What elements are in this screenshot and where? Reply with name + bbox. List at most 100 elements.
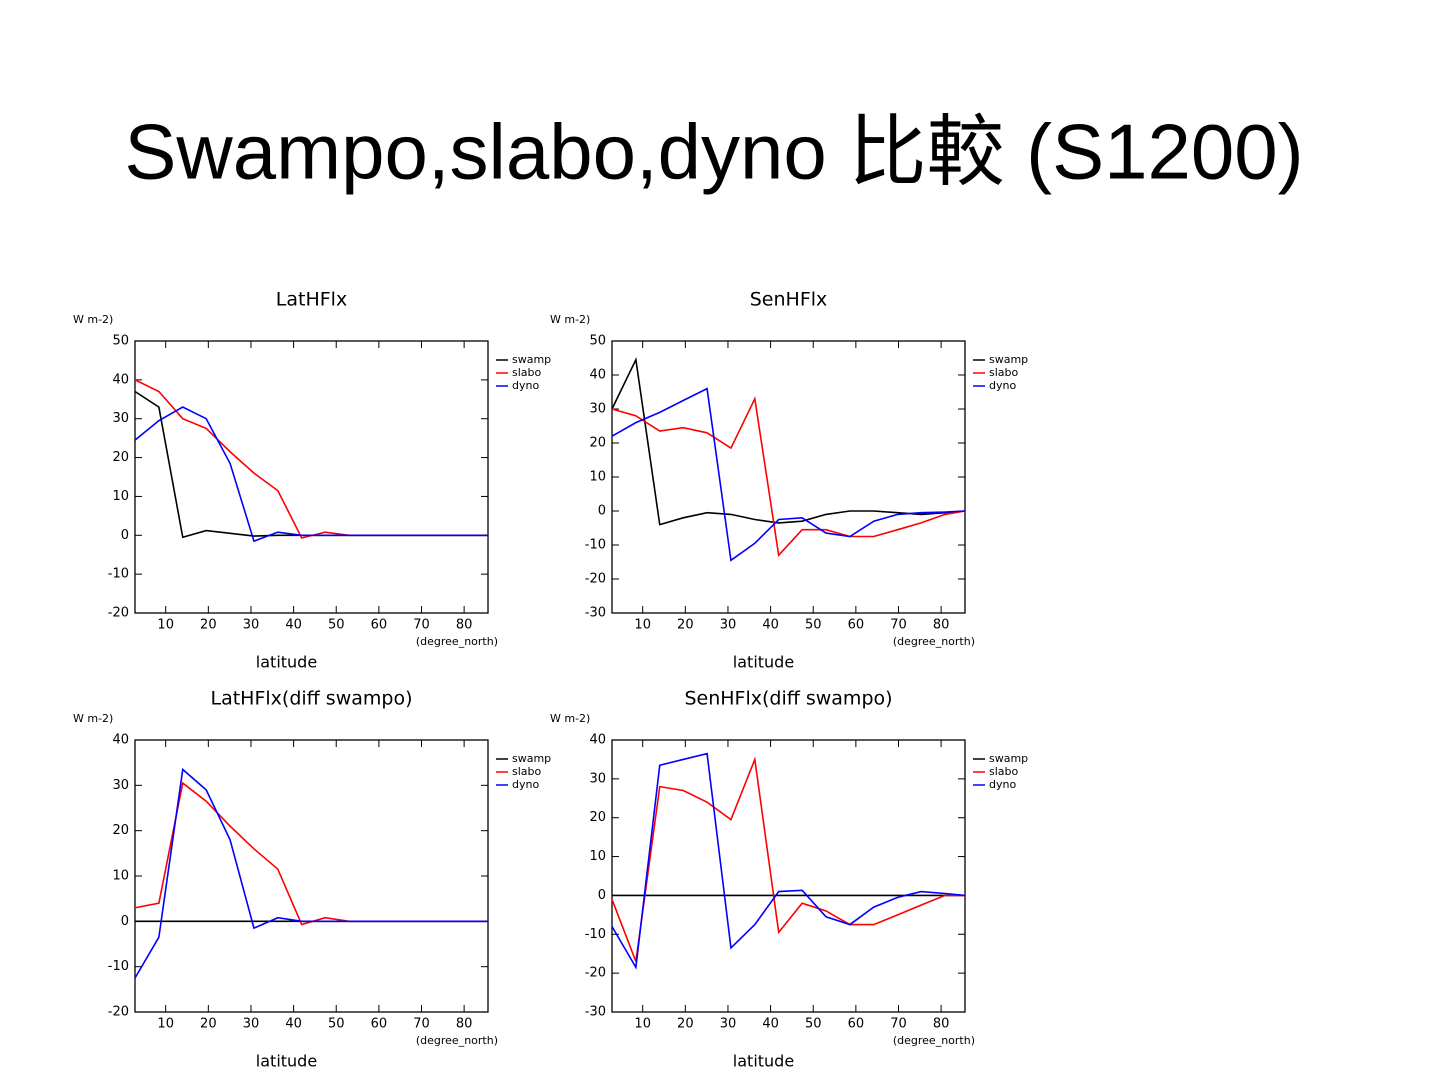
legend-label: slabo	[989, 366, 1019, 379]
x-tick-label: 20	[677, 1017, 694, 1032]
data-line	[611, 752, 966, 970]
x-tick-label: 10	[157, 1017, 174, 1032]
x-tick-label: 60	[848, 618, 865, 633]
x-tick-label: 80	[456, 1017, 473, 1032]
x-tick-label: 10	[634, 618, 651, 633]
y-tick-label: 40	[112, 372, 129, 387]
x-axis-unit: (degree_north)	[416, 1034, 498, 1047]
y-tick-label: 50	[589, 334, 606, 349]
y-tick-label: 20	[112, 823, 129, 838]
data-line	[611, 756, 965, 962]
x-tick-label: 30	[243, 618, 260, 633]
x-tick-label: 40	[285, 618, 302, 633]
y-tick-label: 40	[589, 368, 606, 383]
x-tick-label: 80	[933, 1017, 950, 1032]
x-tick-label: 60	[848, 1017, 865, 1032]
y-tick-label: 10	[589, 849, 606, 864]
x-axis-unit: (degree_north)	[893, 635, 975, 648]
legend-label: slabo	[512, 765, 542, 778]
y-tick-label: 20	[589, 436, 606, 451]
y-tick-label: -30	[585, 1005, 606, 1020]
y-axis-label: W m-2)	[73, 712, 113, 725]
legend-label: swamp	[512, 353, 551, 366]
x-tick-label: 10	[634, 1017, 651, 1032]
chart-title: LatHFlx	[276, 289, 347, 311]
y-tick-label: 30	[589, 771, 606, 786]
y-tick-label: 40	[589, 733, 606, 748]
y-tick-label: 20	[112, 450, 129, 465]
slide-title: Swampo,slabo,dyno 比較 (S1200)	[124, 108, 1303, 196]
x-tick-label: 70	[890, 618, 907, 633]
y-tick-label: -10	[108, 567, 129, 582]
y-tick-label: -20	[108, 1005, 129, 1020]
y-axis-label: W m-2)	[550, 313, 590, 326]
x-axis-label: latitude	[256, 1052, 317, 1071]
y-tick-label: 40	[112, 733, 129, 748]
legend-label: slabo	[512, 366, 542, 379]
y-tick-label: -10	[108, 959, 129, 974]
legend-label: dyno	[512, 778, 539, 791]
x-tick-label: 10	[157, 618, 174, 633]
y-axis-label: W m-2)	[550, 712, 590, 725]
x-tick-label: 70	[890, 1017, 907, 1032]
data-line	[611, 387, 966, 562]
chart-title: SenHFlx(diff swampo)	[684, 688, 892, 710]
y-tick-label: 30	[112, 778, 129, 793]
x-axis-label: latitude	[733, 653, 794, 672]
x-tick-label: 70	[413, 1017, 430, 1032]
x-tick-label: 20	[677, 618, 694, 633]
chart-title: SenHFlx	[750, 289, 828, 311]
x-tick-label: 30	[720, 1017, 737, 1032]
y-tick-label: -30	[585, 606, 606, 621]
x-tick-label: 40	[762, 618, 779, 633]
x-tick-label: 50	[805, 1017, 822, 1032]
x-tick-label: 80	[933, 618, 950, 633]
x-axis-unit: (degree_north)	[893, 1034, 975, 1047]
data-line	[134, 406, 488, 543]
y-tick-label: -20	[108, 606, 129, 621]
legend-label: dyno	[989, 379, 1016, 392]
x-tick-label: 20	[200, 618, 217, 633]
y-tick-label: -20	[585, 572, 606, 587]
y-tick-label: 0	[121, 914, 129, 929]
y-tick-label: 30	[112, 411, 129, 426]
data-line	[134, 767, 488, 979]
plot-frame	[611, 739, 966, 1013]
y-tick-label: 0	[598, 888, 606, 903]
legend-label: slabo	[989, 765, 1019, 778]
plot-frame	[611, 340, 966, 614]
data-line	[611, 396, 966, 557]
y-tick-label: 20	[589, 810, 606, 825]
x-tick-label: 30	[720, 618, 737, 633]
y-tick-label: 0	[121, 528, 129, 543]
y-tick-label: -10	[585, 927, 606, 942]
legend-label: swamp	[989, 353, 1028, 366]
x-tick-label: 30	[243, 1017, 260, 1032]
legend-label: swamp	[512, 752, 551, 765]
legend-label: dyno	[512, 379, 539, 392]
x-tick-label: 50	[328, 618, 345, 633]
x-tick-label: 20	[200, 1017, 217, 1032]
x-tick-label: 60	[371, 618, 388, 633]
y-tick-label: 10	[112, 869, 129, 884]
x-tick-label: 40	[285, 1017, 302, 1032]
y-tick-label: 0	[598, 504, 606, 519]
x-tick-label: 40	[762, 1017, 779, 1032]
legend-label: swamp	[989, 752, 1028, 765]
y-axis-label: W m-2)	[73, 313, 113, 326]
plot-frame	[134, 340, 489, 614]
chart-title: LatHFlx(diff swampo)	[211, 688, 413, 710]
y-tick-label: -20	[585, 966, 606, 981]
y-tick-label: -10	[585, 538, 606, 553]
plot-frame	[134, 739, 489, 1013]
y-tick-label: 10	[112, 489, 129, 504]
legend-label: dyno	[989, 778, 1016, 791]
x-axis-unit: (degree_north)	[416, 635, 498, 648]
x-tick-label: 60	[371, 1017, 388, 1032]
y-tick-label: 30	[589, 402, 606, 417]
y-tick-label: 10	[589, 470, 606, 485]
y-tick-label: 50	[112, 334, 129, 349]
x-axis-label: latitude	[256, 653, 317, 672]
